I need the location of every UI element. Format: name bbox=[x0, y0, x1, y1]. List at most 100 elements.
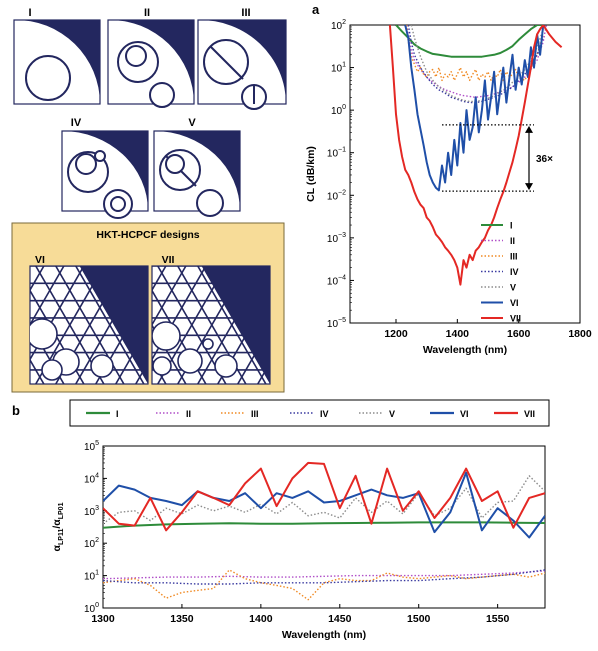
x-tick-label: 1200 bbox=[384, 328, 408, 340]
cladding-shape bbox=[79, 266, 148, 384]
y-axis-label-sub2: LP01 bbox=[58, 502, 65, 519]
nested-circle bbox=[125, 45, 147, 67]
legend-label-iii: III bbox=[251, 409, 259, 419]
y-axis-label-main: α bbox=[51, 544, 63, 551]
x-axis-label: Wavelength (nm) bbox=[282, 629, 366, 641]
legend-label-vi: VI bbox=[510, 298, 519, 308]
legend-label-i: I bbox=[116, 409, 119, 419]
lattice-line bbox=[74, 266, 145, 384]
y-tick-label: 104 bbox=[84, 472, 99, 485]
design-label-iv: IV bbox=[71, 117, 82, 129]
lattice-line bbox=[30, 358, 45, 384]
design-v-panel bbox=[153, 130, 241, 217]
y-tick-label: 10−2 bbox=[327, 189, 346, 202]
lattice-line bbox=[30, 266, 65, 327]
hole-circle bbox=[202, 338, 214, 350]
series-line-vii bbox=[388, 25, 563, 286]
annotation-arrowhead bbox=[525, 183, 533, 191]
y-tick-exponent: 2 bbox=[342, 19, 346, 26]
series-line-vi bbox=[103, 471, 545, 539]
hole-circle bbox=[152, 321, 181, 351]
design-i-panel bbox=[13, 19, 101, 105]
y-tick-exponent: 4 bbox=[95, 472, 99, 479]
y-axis-label: αLP11/αLP01 bbox=[51, 502, 65, 551]
design-label-v: V bbox=[188, 117, 196, 129]
design-iv-panel bbox=[61, 130, 149, 219]
legend-label-v: V bbox=[510, 283, 516, 293]
design-label-vii: VII bbox=[162, 254, 175, 266]
series-line-iii bbox=[406, 25, 544, 82]
series-line-v bbox=[103, 475, 545, 525]
y-axis-label: CL (dB/km) bbox=[305, 146, 317, 202]
design-label-ii: II bbox=[144, 7, 150, 19]
series-line-vi bbox=[404, 25, 545, 192]
x-tick-label: 1600 bbox=[507, 328, 531, 340]
lattice-line bbox=[114, 326, 148, 384]
y-tick-exponent: −2 bbox=[338, 189, 346, 196]
y-tick-exponent: 3 bbox=[95, 505, 99, 512]
lattice-line bbox=[152, 266, 167, 292]
inner-circle bbox=[94, 150, 106, 162]
lattice-line bbox=[236, 326, 270, 384]
legend-label-iv: IV bbox=[510, 267, 519, 277]
series-line-vii bbox=[103, 461, 545, 532]
x-tick-label: 1550 bbox=[486, 613, 510, 625]
y-tick-label: 101 bbox=[84, 570, 99, 583]
tube-circle bbox=[25, 55, 71, 101]
y-tick-exponent: 0 bbox=[95, 602, 99, 609]
panel-b-label: b bbox=[12, 403, 20, 418]
y-axis-label-sub1: LP11 bbox=[58, 529, 65, 545]
hole-circle bbox=[90, 354, 114, 378]
design-label-vi: VI bbox=[35, 254, 45, 266]
y-tick-label: 10−5 bbox=[327, 317, 346, 330]
series-group bbox=[388, 25, 563, 286]
plot-frame bbox=[349, 24, 581, 324]
lattice-line bbox=[196, 266, 267, 384]
y-tick-exponent: 0 bbox=[342, 104, 346, 111]
cladding-shape bbox=[14, 19, 100, 105]
y-tick-exponent: −1 bbox=[338, 147, 346, 154]
y-tick-label: 105 bbox=[84, 440, 99, 453]
design-vi-panel bbox=[0, 256, 149, 394]
legend-label-vi: VI bbox=[460, 409, 469, 419]
legend-label-vii: VII bbox=[510, 314, 521, 324]
legend-label-iv: IV bbox=[320, 409, 329, 419]
lattice-line bbox=[176, 266, 247, 384]
y-tick-label: 10−3 bbox=[327, 232, 346, 245]
series-line-iv bbox=[407, 25, 544, 104]
lattice-line bbox=[0, 256, 10, 394]
cladding-shape bbox=[201, 266, 270, 384]
legend-label-v: V bbox=[389, 409, 395, 419]
tube-bar bbox=[210, 46, 244, 80]
small-circle bbox=[196, 189, 224, 217]
lattice-line bbox=[152, 323, 187, 384]
hole-circle bbox=[177, 348, 203, 374]
y-tick-exponent: 1 bbox=[95, 570, 99, 577]
x-axis-label: Wavelength (nm) bbox=[423, 344, 507, 356]
hole-circle bbox=[214, 354, 238, 378]
y-tick-exponent: 2 bbox=[95, 537, 99, 544]
series-line-i bbox=[395, 25, 544, 58]
hkt-box-title: HKT-HCPCF designs bbox=[96, 229, 199, 241]
lattice-line bbox=[152, 266, 187, 327]
nested-circle bbox=[75, 153, 97, 175]
legend-label-i: I bbox=[510, 221, 513, 231]
hkt-designs-box: HKT-HCPCF designs VI VII bbox=[0, 222, 285, 394]
design-vii-panel bbox=[151, 265, 271, 385]
legend-label-iii: III bbox=[510, 252, 518, 262]
y-tick-label: 100 bbox=[331, 104, 346, 117]
small-circle bbox=[149, 82, 175, 108]
annotation-arrowhead bbox=[525, 125, 533, 133]
legend-box bbox=[69, 399, 550, 427]
x-tick-label: 1500 bbox=[407, 613, 431, 625]
y-tick-label: 10−4 bbox=[327, 274, 346, 287]
series-line-i bbox=[103, 521, 545, 529]
series-group bbox=[103, 461, 545, 601]
y-tick-label: 10−1 bbox=[327, 147, 346, 160]
design-iii-panel bbox=[197, 19, 287, 110]
y-tick-exponent: 5 bbox=[95, 440, 99, 447]
panel-a-label: a bbox=[312, 2, 320, 17]
